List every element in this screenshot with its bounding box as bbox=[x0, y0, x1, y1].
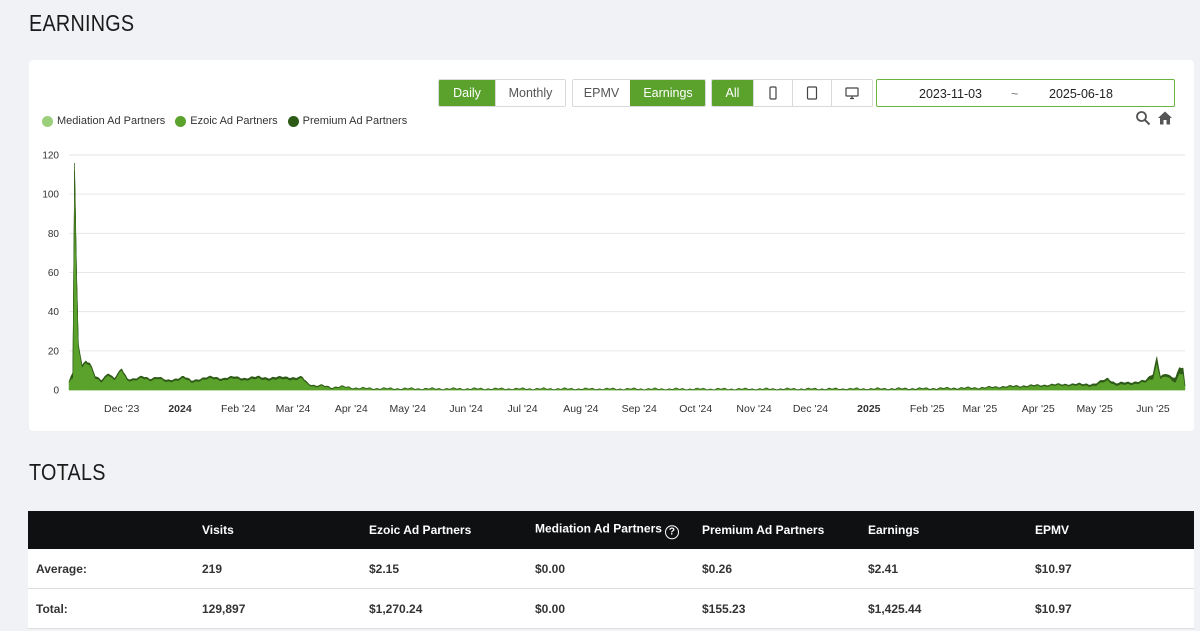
table-row-average: Average: 219 $2.15 $0.00 $0.26 $2.41 $10… bbox=[28, 549, 1194, 589]
date-range-end: 2025-06-18 bbox=[1049, 87, 1113, 101]
metric-toggle: EPMV Earnings bbox=[572, 79, 706, 107]
earnings-button[interactable]: Earnings bbox=[630, 80, 705, 106]
table-cell: 129,897 bbox=[202, 601, 246, 616]
tablet-button[interactable] bbox=[792, 80, 831, 106]
tablet-icon bbox=[806, 86, 818, 100]
row-label: Total: bbox=[36, 601, 68, 616]
x-tick-label: Mar '25 bbox=[963, 403, 998, 415]
table-cell: $1,425.44 bbox=[868, 601, 922, 616]
legend-label-ezoic: Ezoic Ad Partners bbox=[190, 115, 278, 127]
x-tick-label: Oct '24 bbox=[679, 403, 712, 415]
desktop-button[interactable] bbox=[831, 80, 872, 106]
legend-label-mediation: Mediation Ad Partners bbox=[57, 115, 166, 127]
date-range-start: 2023-11-03 bbox=[919, 87, 983, 101]
legend-item-premium[interactable]: Premium Ad Partners bbox=[287, 115, 408, 127]
device-toggle: All bbox=[711, 79, 873, 107]
y-tick-label: 0 bbox=[53, 386, 59, 397]
table-cell: $0.26 bbox=[702, 561, 733, 576]
row-label: Average: bbox=[36, 561, 87, 576]
earnings-chart: 0 20 40 60 80 100 120 Dec '23 2024 Feb '24 Mar '24… bbox=[42, 151, 1186, 415]
desktop-icon bbox=[845, 87, 859, 100]
table-cell: 219 bbox=[202, 561, 223, 576]
table-cell: $1,270.24 bbox=[369, 601, 423, 616]
x-tick-label: Dec '24 bbox=[793, 403, 828, 415]
mobile-button[interactable] bbox=[753, 80, 792, 106]
table-cell: $0.00 bbox=[535, 601, 566, 616]
legend-item-ezoic[interactable]: Ezoic Ad Partners bbox=[175, 115, 278, 127]
epmv-button[interactable]: EPMV bbox=[573, 80, 630, 106]
x-tick-label: 2024 bbox=[168, 403, 192, 415]
daily-button[interactable]: Daily bbox=[439, 80, 495, 106]
column-header-premium: Premium Ad Partners bbox=[702, 523, 825, 537]
column-header-visits: Visits bbox=[202, 523, 234, 537]
earnings-title: EARNINGS bbox=[29, 10, 135, 36]
table-cell: $0.00 bbox=[535, 561, 566, 576]
date-range-picker[interactable]: 2023-11-03 ~ 2025-06-18 bbox=[876, 79, 1175, 107]
totals-table: Visits Ezoic Ad Partners Mediation Ad Pa… bbox=[28, 511, 1194, 629]
y-tick-label: 40 bbox=[48, 307, 60, 318]
mobile-phone-icon bbox=[769, 86, 777, 100]
x-tick-label: May '24 bbox=[390, 403, 427, 415]
x-tick-label: Apr '25 bbox=[1022, 403, 1055, 415]
totals-table-header: Visits Ezoic Ad Partners Mediation Ad Pa… bbox=[28, 511, 1194, 549]
totals-title: TOTALS bbox=[29, 459, 106, 485]
x-tick-label: Nov '24 bbox=[736, 403, 771, 415]
x-tick-label: Feb '24 bbox=[221, 403, 256, 415]
period-toggle: Daily Monthly bbox=[438, 79, 566, 107]
chart-legend: Mediation Ad Partners Ezoic Ad Partners … bbox=[42, 115, 407, 127]
legend-dot-mediation bbox=[42, 115, 53, 127]
monthly-button[interactable]: Monthly bbox=[495, 80, 565, 106]
legend-dot-premium bbox=[287, 115, 299, 127]
x-tick-label: Apr '24 bbox=[335, 403, 368, 415]
series-area-ezoic-ad-partners bbox=[68, 170, 1186, 391]
x-tick-label: Jun '25 bbox=[1136, 403, 1170, 415]
all-devices-button[interactable]: All bbox=[712, 80, 753, 106]
table-cell: $10.97 bbox=[1035, 561, 1072, 576]
x-tick-label: Jun '24 bbox=[449, 403, 483, 415]
y-tick-label: 80 bbox=[48, 229, 60, 240]
table-cell: $2.15 bbox=[369, 561, 400, 576]
zoom-icon[interactable] bbox=[1135, 110, 1151, 126]
table-cell: $2.41 bbox=[868, 561, 899, 576]
y-tick-label: 60 bbox=[48, 268, 60, 279]
x-tick-label: 2025 bbox=[857, 403, 881, 415]
series-area-premium-ad-partners bbox=[68, 162, 1186, 391]
x-tick-label: Jul '24 bbox=[508, 403, 538, 415]
table-cell: $155.23 bbox=[702, 601, 746, 616]
x-tick-label: Aug '24 bbox=[563, 403, 598, 415]
x-tick-label: May '25 bbox=[1076, 403, 1113, 415]
earnings-card: Daily Monthly EPMV Earnings All 2023-11-… bbox=[29, 60, 1194, 431]
y-tick-label: 20 bbox=[48, 346, 60, 357]
column-header-ezoic: Ezoic Ad Partners bbox=[369, 523, 472, 537]
home-icon[interactable] bbox=[1157, 110, 1173, 126]
x-tick-label: Sep '24 bbox=[622, 403, 657, 415]
table-cell: $10.97 bbox=[1035, 601, 1072, 616]
date-range-separator: ~ bbox=[1011, 87, 1019, 101]
column-header-epmv: EPMV bbox=[1035, 523, 1070, 537]
help-icon[interactable]: ? bbox=[664, 524, 679, 539]
column-header-mediation: Mediation Ad Partners? bbox=[535, 521, 679, 539]
legend-item-mediation[interactable]: Mediation Ad Partners bbox=[42, 115, 165, 127]
x-tick-label: Feb '25 bbox=[910, 403, 945, 415]
y-tick-label: 120 bbox=[42, 151, 59, 162]
y-tick-label: 100 bbox=[42, 190, 59, 201]
table-row-total: Total: 129,897 $1,270.24 $0.00 $155.23 $… bbox=[28, 589, 1194, 629]
x-tick-label: Mar '24 bbox=[276, 403, 311, 415]
column-header-mediation-label: Mediation Ad Partners bbox=[535, 521, 662, 536]
x-tick-label: Dec '23 bbox=[104, 403, 139, 415]
legend-label-premium: Premium Ad Partners bbox=[302, 115, 408, 127]
column-header-earnings: Earnings bbox=[868, 523, 920, 537]
legend-dot-ezoic bbox=[175, 115, 187, 127]
